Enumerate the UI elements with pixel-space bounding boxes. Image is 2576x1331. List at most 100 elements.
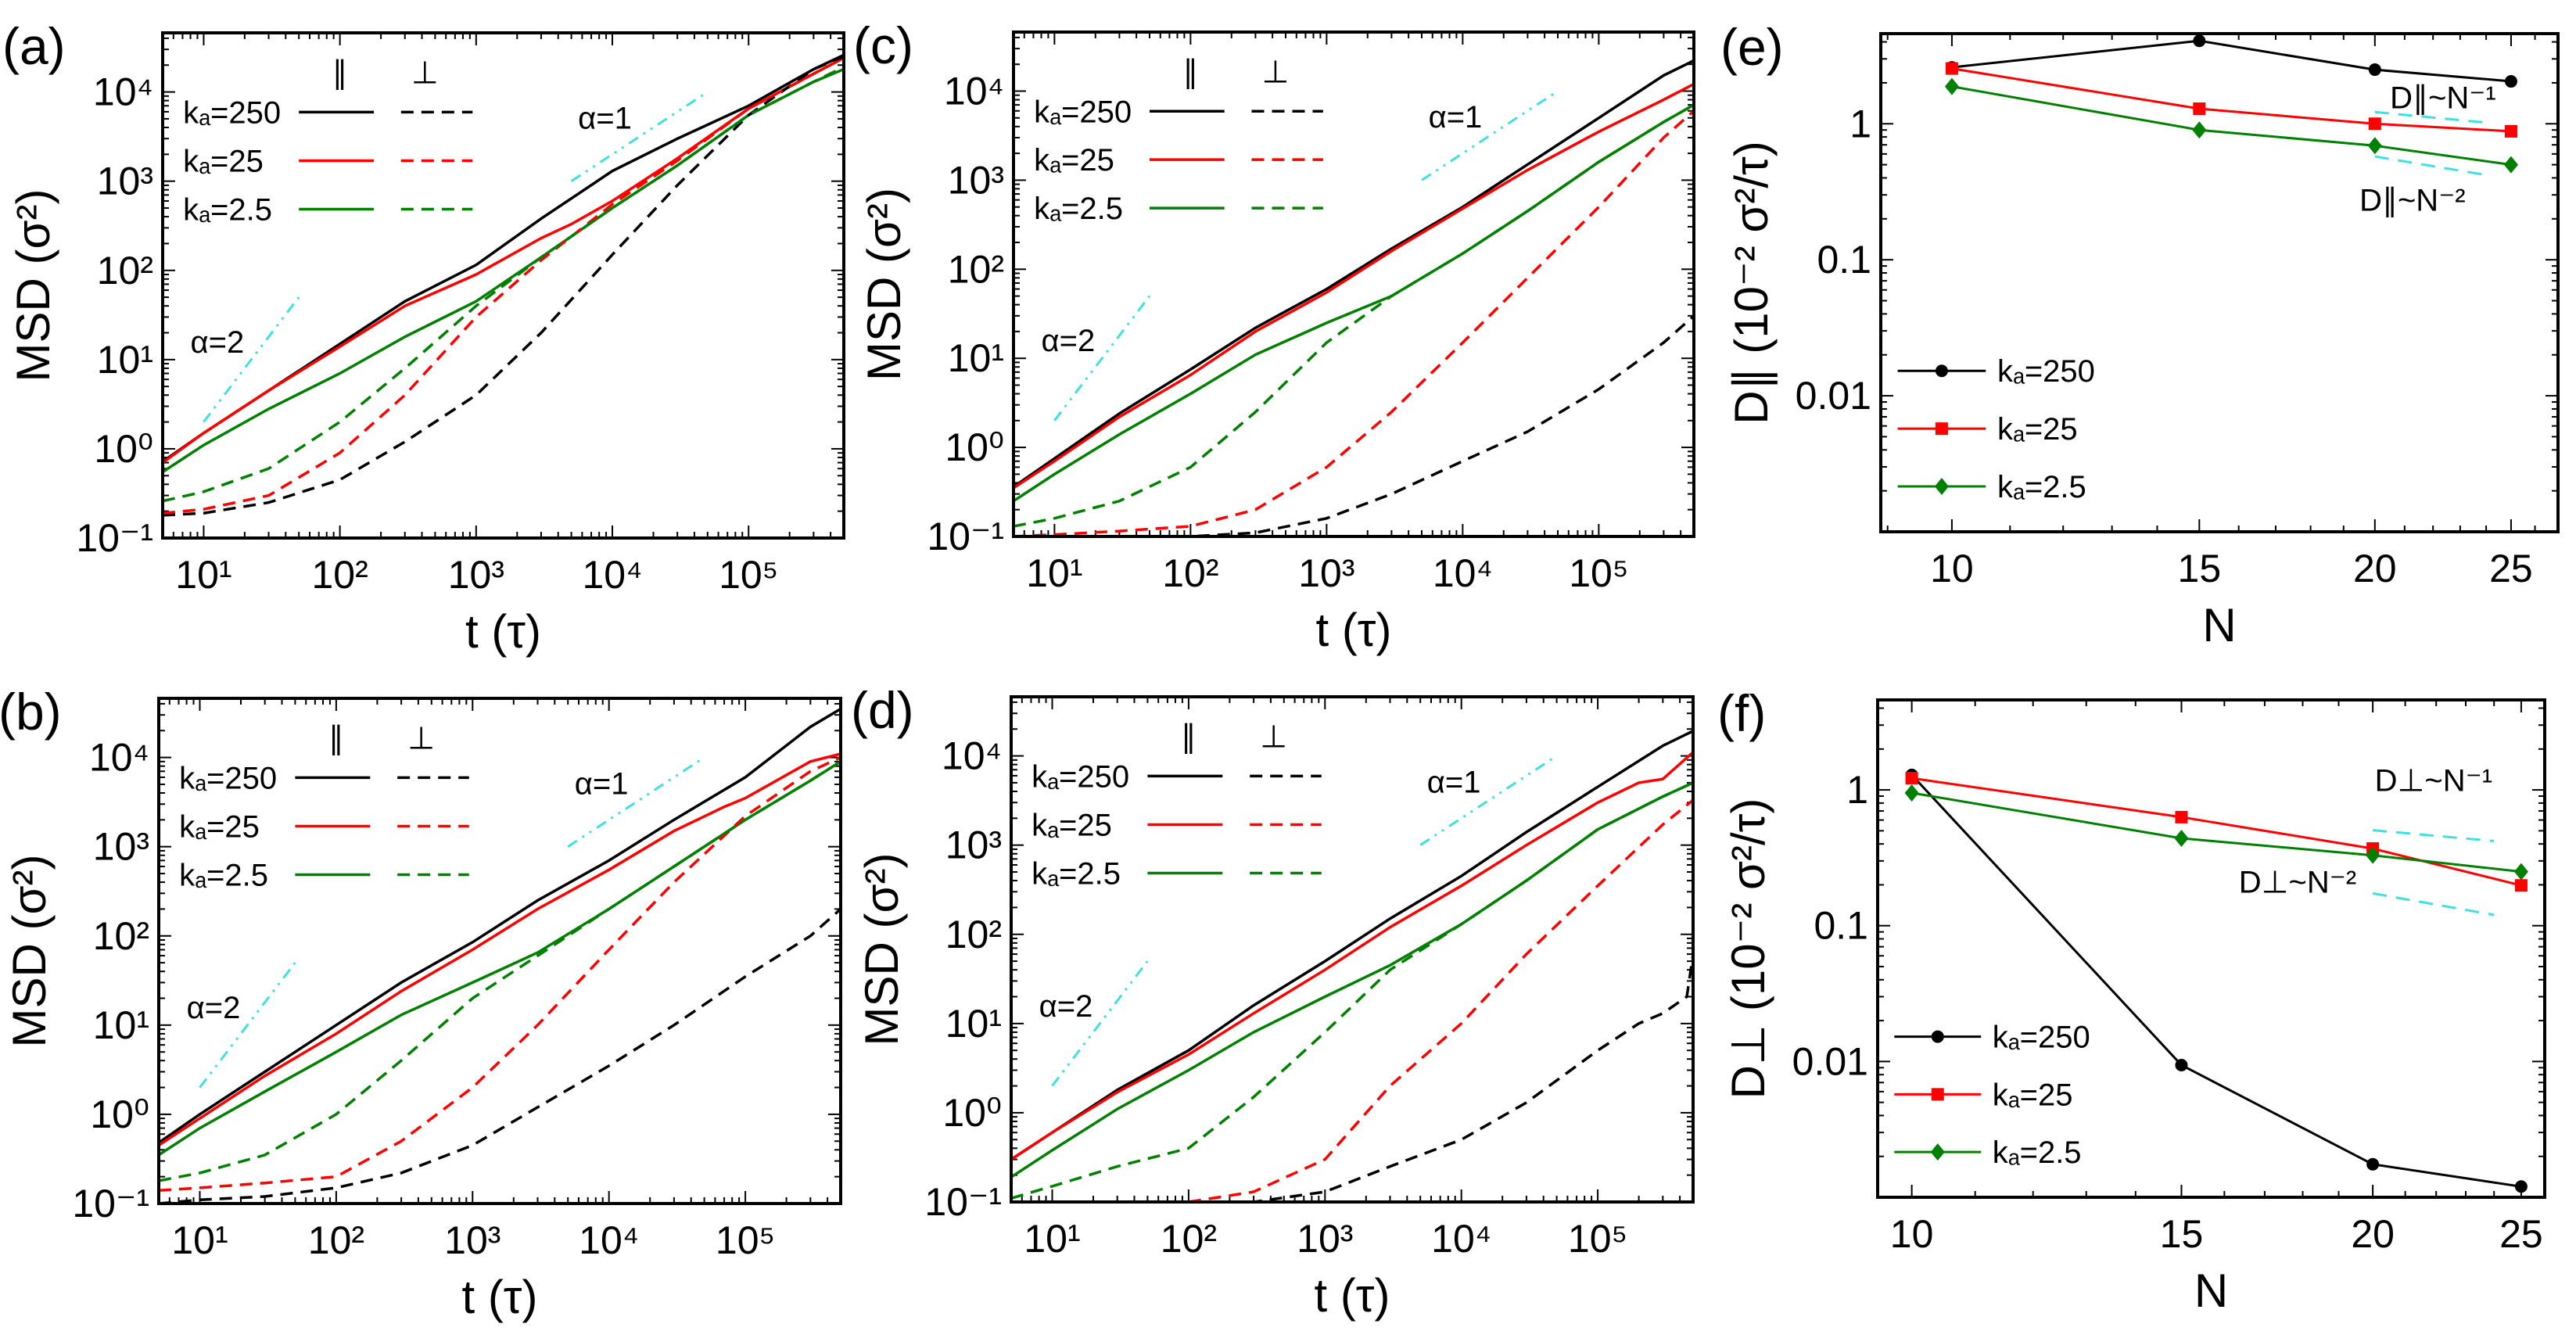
- guide-label: D∥~N⁻¹: [2390, 81, 2496, 115]
- series-line: [1014, 59, 1694, 489]
- panel-e: 10 15 20 25 0.01 0.1 1 N D∥ (10⁻² σ²/τ) (e) D∥~N⁻¹…: [1720, 18, 2560, 651]
- plot-area: [1944, 34, 2518, 177]
- x-tick-label: 10²: [1162, 551, 1218, 595]
- legend-label: kₐ=25: [179, 809, 260, 844]
- y-tick-label: 0.01: [1792, 1039, 1868, 1083]
- x-tick-label: 10⁵: [1568, 1217, 1627, 1261]
- panel-label: (d): [851, 681, 914, 739]
- y-axis-label: D∥ (10⁻² σ²/τ): [1725, 141, 1778, 424]
- y-tick-label: 10²: [97, 249, 153, 292]
- x-tick-label: 10³: [1297, 1217, 1353, 1261]
- legend-header-parallel: ∥: [1181, 720, 1197, 755]
- x-tick-label: 10⁴: [582, 553, 642, 597]
- legend-label: kₐ=2.5: [1993, 1135, 2082, 1170]
- legend-header-parallel: ∥: [328, 722, 344, 756]
- y-tick-label: 10³: [948, 158, 1004, 202]
- y-axis-label: MSD (σ²): [858, 188, 910, 381]
- x-tick-label: 10⁵: [716, 1218, 775, 1262]
- square-marker: [1931, 1088, 1944, 1101]
- panel-label: (a): [2, 17, 66, 75]
- circle-marker: [2514, 1180, 2528, 1193]
- x-tick-label: 15: [2160, 1212, 2204, 1256]
- x-tick-label: 10⁵: [719, 553, 778, 597]
- y-tick-label: 10⁰: [90, 1092, 149, 1136]
- panel-b: 10¹ 10² 10³ 10⁴ 10⁵ 10⁻¹ 10⁰ 10¹ 10² 10³ 10⁴ t (τ) M…: [0, 683, 842, 1323]
- series-line: [1011, 730, 1693, 1161]
- circle-marker: [1935, 364, 1948, 378]
- y-axis-label: MSD (σ²): [3, 855, 56, 1048]
- legend-header-perp: ⊥: [1262, 56, 1290, 90]
- x-tick-label: 10¹: [1024, 1217, 1080, 1261]
- axes-frame: [1876, 698, 2546, 1199]
- series-line: [1951, 39, 2512, 83]
- series-line: [163, 66, 844, 503]
- y-tick-label: 10³: [97, 160, 153, 203]
- panel-d: 10¹ 10² 10³ 10⁴ 10⁵ 10⁻¹ 10⁰ 10¹ 10² 10³ 10⁴ t (τ) M…: [851, 681, 1695, 1322]
- guide-line: [2373, 829, 2495, 842]
- circle-marker: [2193, 34, 2206, 48]
- x-tick-label: 10²: [1161, 1217, 1217, 1261]
- panel-f: 10 15 20 25 0.01 0.1 1 N D⊥ (10⁻² σ²/τ) (f) D⊥~N⁻¹…: [1717, 684, 2546, 1317]
- axes-frame: [157, 697, 842, 1205]
- y-tick-label: 0.01: [1796, 374, 1871, 418]
- y-tick-label: 10⁰: [94, 427, 153, 471]
- series-line: [1911, 791, 2522, 874]
- series-line: [1014, 103, 1694, 503]
- x-tick-label: 10: [1930, 547, 1974, 590]
- y-tick-label: 0.1: [1817, 238, 1871, 282]
- series-line: [1951, 85, 2512, 167]
- y-tick-label: 10⁻¹: [927, 515, 1004, 558]
- guide-label: α=1: [575, 766, 629, 801]
- guide-line: [1053, 295, 1151, 422]
- diamond-marker: [1934, 478, 1949, 496]
- square-marker: [2193, 102, 2206, 116]
- y-tick-label: 10⁴: [944, 69, 1004, 113]
- y-tick-label: 10¹: [945, 1002, 1002, 1046]
- legend-label: kₐ=25: [183, 144, 264, 178]
- guide-label: D⊥~N⁻¹: [2375, 764, 2492, 798]
- legend-label: kₐ=25: [1034, 143, 1114, 178]
- axes-frame: [161, 31, 845, 540]
- x-axis-label: t (τ): [1315, 604, 1391, 656]
- diamond-marker: [2366, 846, 2380, 864]
- diamond-marker: [2174, 829, 2189, 847]
- axes-frame: [1012, 30, 1695, 538]
- y-tick-label: 10⁴: [942, 734, 1002, 778]
- panel-label: (e): [1720, 18, 1784, 76]
- x-tick-label: 10: [1890, 1212, 1934, 1256]
- series-line: [1951, 67, 2511, 133]
- guide-label: D⊥~N⁻²: [2239, 866, 2356, 900]
- panel-c: 10¹ 10² 10³ 10⁴ 10⁵ 10⁻¹ 10⁰ 10¹ 10² 10³ 10⁴ t (τ) M…: [853, 16, 1695, 656]
- y-tick-label: 10⁰: [945, 425, 1004, 469]
- diamond-marker: [2503, 156, 2518, 174]
- series-line: [159, 908, 841, 1204]
- guide-label: α=2: [1039, 989, 1093, 1024]
- circle-marker: [1931, 1030, 1944, 1043]
- legend: kₐ=250 kₐ=25 kₐ=2.5: [1897, 354, 2095, 504]
- diamond-marker: [1904, 784, 1919, 802]
- series-line: [1011, 751, 1693, 1161]
- series-line: [1014, 109, 1694, 536]
- legend-label: kₐ=2.5: [179, 858, 268, 892]
- guide-label: D∥~N⁻²: [2359, 183, 2466, 217]
- y-axis-label: MSD (σ²): [856, 853, 908, 1046]
- series-line: [1014, 103, 1694, 528]
- circle-marker: [2366, 1157, 2380, 1171]
- square-marker: [2504, 124, 2517, 138]
- series-line: [159, 756, 841, 1193]
- x-tick-label: 15: [2178, 547, 2222, 590]
- series-line: [159, 760, 841, 1182]
- x-tick-label: 25: [2499, 1212, 2543, 1256]
- y-tick-label: 10²: [945, 913, 1002, 956]
- x-axis-label: N: [2202, 599, 2236, 651]
- legend-label: kₐ=250: [1993, 1021, 2090, 1055]
- guide-line: [1051, 960, 1149, 1087]
- guide-line: [1421, 90, 1559, 181]
- x-tick-label: 10³: [1298, 551, 1354, 595]
- legend-label: kₐ=2.5: [1034, 192, 1123, 226]
- panel-label: (b): [0, 683, 62, 741]
- y-tick-label: 10¹: [97, 338, 153, 382]
- y-tick-label: 10⁴: [89, 736, 149, 780]
- guide-line: [567, 756, 705, 848]
- legend-header-parallel: ∥: [1182, 56, 1198, 90]
